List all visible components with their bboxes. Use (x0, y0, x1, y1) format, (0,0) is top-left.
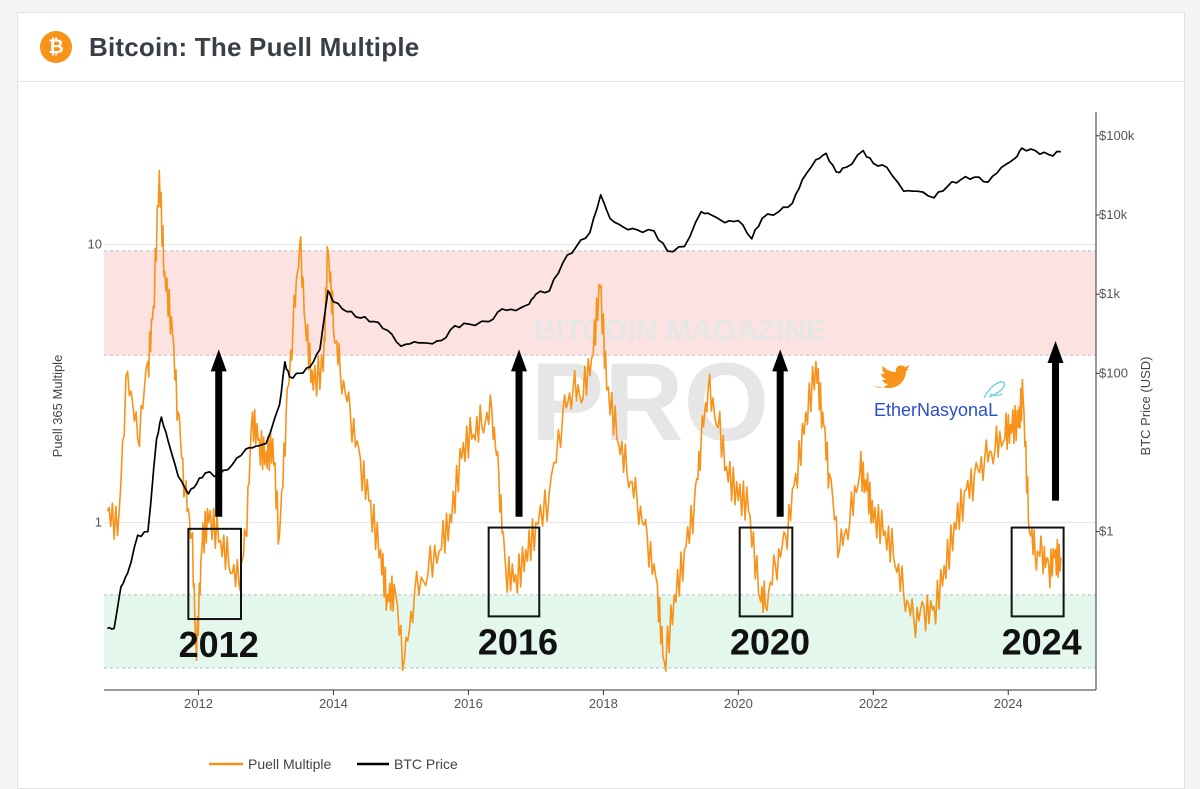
year-label-2012: 2012 (179, 624, 259, 665)
twitter-bird-icon (874, 365, 909, 388)
year-label-2016: 2016 (478, 621, 558, 662)
legend-label-puell[interactable]: Puell Multiple (248, 756, 331, 772)
x-tick-label-2016: 2016 (454, 696, 483, 711)
y-left-tick-label-10: 10 (88, 237, 102, 252)
watermark-top-text: BITCOIN MAGAZINE (534, 314, 826, 347)
author-annotation: EtherNasyonaL (874, 365, 1006, 420)
y-right-tick-label-$1k: $1k (1099, 286, 1120, 301)
x-tick-label-2012: 2012 (184, 696, 213, 711)
x-tick-label-2024: 2024 (994, 696, 1023, 711)
page-title: Bitcoin: The Puell Multiple (89, 32, 420, 62)
y-right-tick-label-$10k: $10k (1099, 207, 1128, 222)
up-arrow-head-0 (210, 349, 227, 372)
chart-series (106, 147, 1062, 672)
btc-price-line (107, 147, 1061, 630)
highlight-box-2016 (487, 526, 541, 618)
y-right-axis-title: BTC Price (USD) (1138, 357, 1153, 456)
up-arrow-head-3 (1047, 341, 1064, 364)
up-arrow-head-2 (772, 349, 789, 372)
y-left-tick-label-1: 1 (95, 515, 102, 530)
gridlines (104, 244, 1096, 524)
highlight-box-2012 (187, 527, 242, 621)
watermark: BITCOIN MAGAZINE PRO (531, 314, 826, 464)
up-arrow-head-1 (511, 349, 528, 372)
y-right-tick-label-$1: $1 (1099, 524, 1113, 539)
x-tick-label-2022: 2022 (859, 696, 888, 711)
x-tick-label-2020: 2020 (724, 696, 753, 711)
signature-swirl-icon (983, 381, 1006, 399)
band-overvalued (104, 250, 1096, 356)
y-right-tick-label-$100k: $100k (1099, 128, 1135, 143)
chart-axes: 2012 2014 2016 2018 2020 2022 2024 10 1 $100k $10k… (50, 112, 1153, 711)
highlight-box-2020 (738, 526, 794, 618)
chart-header: ₿ Bitcoin: The Puell Multiple (18, 13, 1184, 82)
chart-legend: Puell Multiple BTC Price (209, 756, 458, 772)
legend-label-btc[interactable]: BTC Price (394, 756, 458, 772)
bitcoin-logo-icon: ₿ (40, 31, 72, 63)
watermark-main-text: PRO (531, 341, 769, 464)
highlight-box-2024 (1010, 526, 1065, 618)
chart-overlays: 2012 2016 2020 2024 (179, 341, 1082, 665)
y-left-axis-title: Puell 365 Multiple (50, 355, 65, 458)
year-label-2024: 2024 (1002, 621, 1082, 662)
x-tick-label-2018: 2018 (589, 696, 618, 711)
x-tick-label-2014: 2014 (319, 696, 348, 711)
year-label-2020: 2020 (730, 621, 810, 662)
author-handle: EtherNasyonaL (874, 400, 998, 420)
y-right-tick-label-$100: $100 (1099, 365, 1128, 380)
puell-multiple-line (106, 169, 1062, 672)
